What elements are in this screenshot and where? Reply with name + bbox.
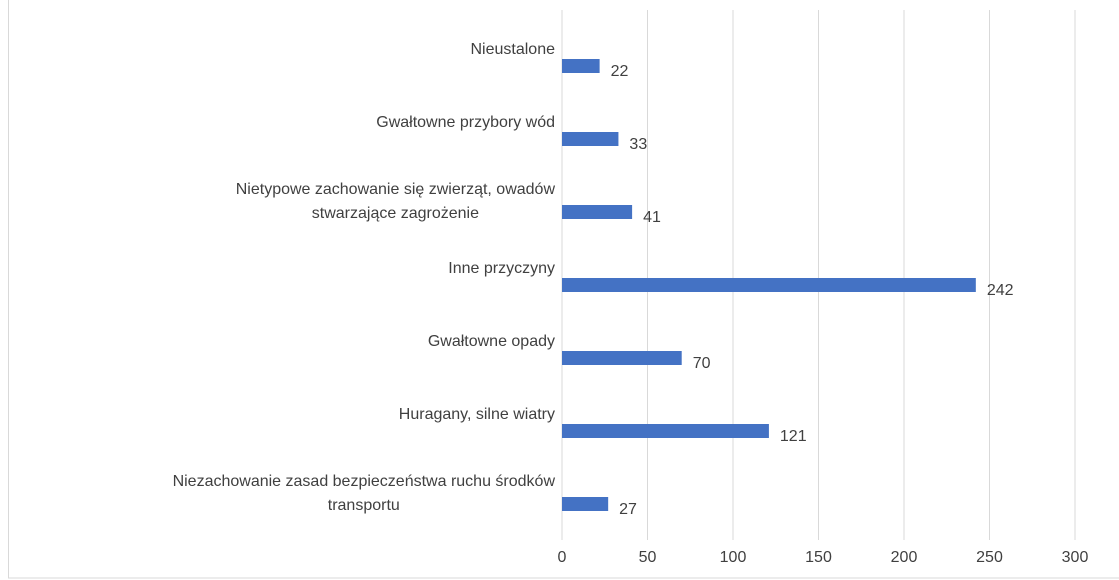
y-tick-label: Niezachowanie zasad bezpieczeństwa ruchu… xyxy=(173,473,556,514)
data-label: 22 xyxy=(611,63,629,80)
data-label: 41 xyxy=(643,209,661,226)
x-tick-label: 100 xyxy=(720,549,747,566)
data-label: 242 xyxy=(987,282,1014,299)
y-tick-label: Nietypowe zachowanie się zwierząt, owadó… xyxy=(236,181,556,222)
y-tick-label: Inne przyczyny xyxy=(448,260,555,277)
bar xyxy=(562,351,682,365)
y-tick-label-line: Nietypowe zachowanie się zwierząt, owadó… xyxy=(236,181,556,198)
x-tick-label: 50 xyxy=(639,549,657,566)
data-label: 33 xyxy=(629,136,647,153)
data-label: 27 xyxy=(619,501,637,518)
y-tick-label-line: Inne przyczyny xyxy=(448,260,555,277)
y-tick-label-line: Gwałtowne opady xyxy=(428,333,555,350)
x-tick-label: 0 xyxy=(558,549,567,566)
bar xyxy=(562,497,609,511)
bar xyxy=(562,278,976,292)
data-label: 70 xyxy=(693,355,711,372)
y-tick-label: Gwałtowne przybory wód xyxy=(376,114,555,131)
y-tick-label-line: transportu xyxy=(328,497,400,514)
y-tick-label-line: stwarzające zagrożenie xyxy=(312,205,479,222)
x-tick-label: 250 xyxy=(976,549,1003,566)
y-tick-label-line: Gwałtowne przybory wód xyxy=(376,114,555,131)
y-tick-label-line: Nieustalone xyxy=(471,41,556,58)
x-tick-label: 300 xyxy=(1062,549,1089,566)
x-tick-label: 200 xyxy=(891,549,918,566)
y-tick-label: Gwałtowne opady xyxy=(428,333,555,350)
y-tick-label-line: Huragany, silne wiatry xyxy=(399,406,555,423)
bar xyxy=(562,132,619,146)
bar xyxy=(562,59,600,73)
data-label: 121 xyxy=(780,428,807,445)
y-tick-label-line: Niezachowanie zasad bezpieczeństwa ruchu… xyxy=(173,473,556,490)
bar xyxy=(562,205,633,219)
x-tick-label: 150 xyxy=(805,549,832,566)
y-tick-label: Nieustalone xyxy=(471,41,556,58)
chart-border xyxy=(8,0,1119,579)
bar xyxy=(562,424,769,438)
y-tick-label: Huragany, silne wiatry xyxy=(399,406,555,423)
